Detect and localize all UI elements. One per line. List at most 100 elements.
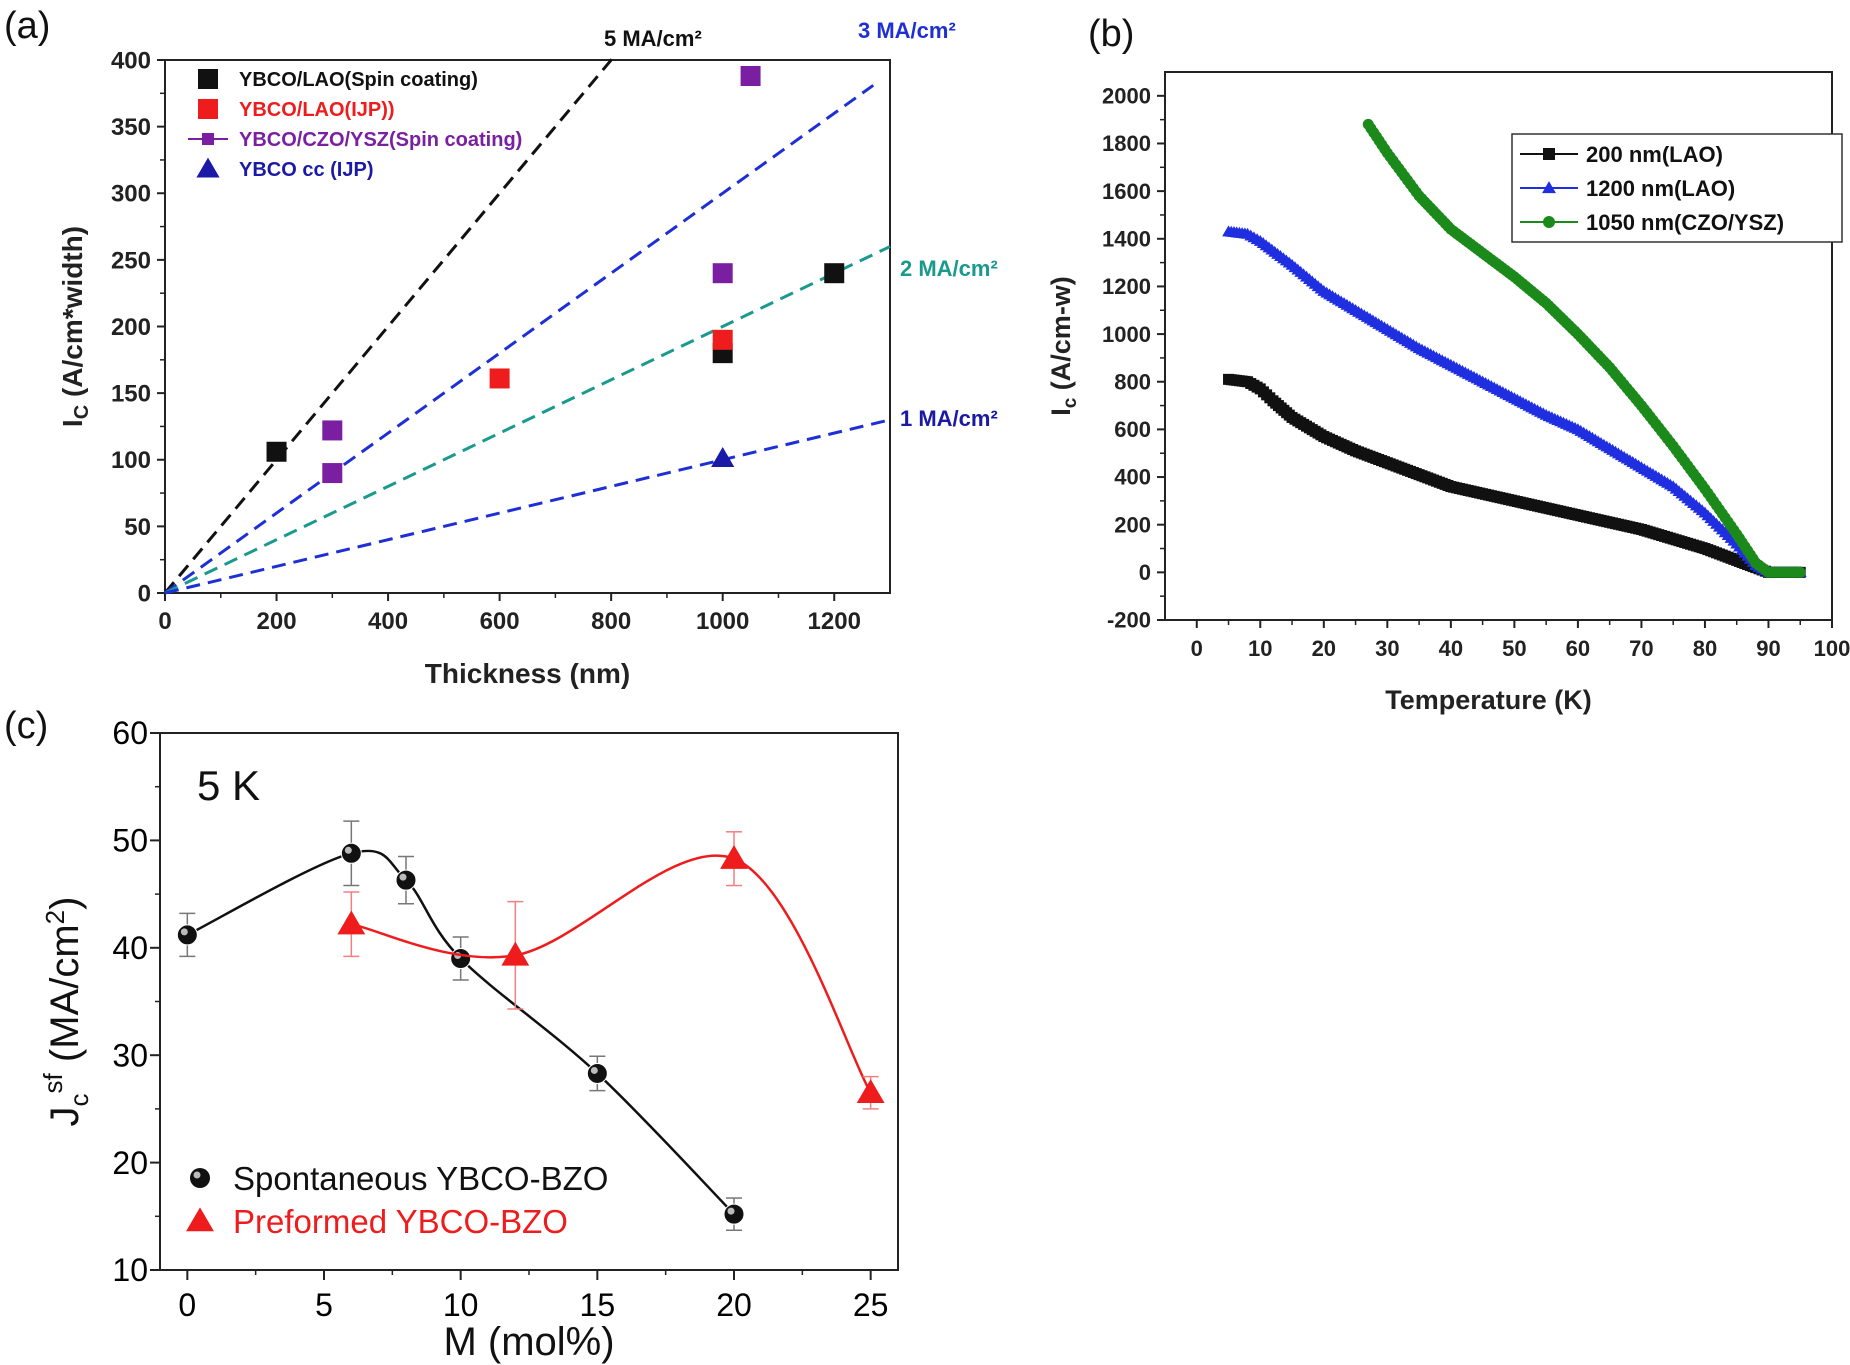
y-tick-label: 350 (111, 114, 151, 141)
y-tick-label: 400 (111, 47, 151, 74)
series-line (351, 854, 872, 1094)
y-tick-label: 0 (1139, 560, 1151, 585)
x-tick-label: 40 (1439, 636, 1463, 661)
y-tick-label: 800 (1114, 369, 1151, 394)
data-point (712, 329, 733, 350)
y-axis-label: Ic (A/cm-w) (1046, 276, 1081, 416)
y-tick-label: 30 (112, 1037, 148, 1073)
legend-marker (202, 133, 214, 145)
y-tick-label: 40 (112, 930, 148, 966)
chart-a: 0 200 400 600 800 1000 1200 0 50 100 150 200 250 300 3… (57, 18, 998, 689)
chart-c: 0 5 10 15 20 25 10 20 30 40 50 60 5 K Spontaneous YBC… (38, 715, 899, 1364)
legend-label: YBCO/LAO(IJP)) (239, 99, 395, 121)
data-point (720, 844, 748, 869)
data-point (711, 447, 735, 467)
x-tick-label: 800 (591, 608, 631, 635)
y-tick-label: 250 (111, 247, 151, 274)
legend-label: YBCO cc (IJP) (239, 159, 373, 181)
legend-marker (1543, 148, 1555, 160)
legend-label: Preformed YBCO-BZO (233, 1203, 568, 1240)
reference-line-label: 2 MA/cm² (900, 256, 998, 281)
legend-label: 200 nm(LAO) (1586, 142, 1723, 167)
legend-marker (198, 99, 218, 119)
x-tick-label: 400 (368, 608, 408, 635)
x-tick-label: 90 (1756, 636, 1780, 661)
reference-line (164, 245, 891, 595)
series-line (1228, 377, 1801, 575)
chart-b: 0 10 20 30 40 50 60 70 80 90 100 -200 0 200 400 600 800 1… (1046, 71, 1850, 715)
legend-label: 1200 nm(LAO) (1586, 176, 1735, 201)
y-tick-label: 10 (112, 1252, 148, 1288)
data-point (340, 842, 362, 864)
x-tick-label: 0 (158, 608, 171, 635)
series-line (186, 849, 735, 1216)
y-tick-label: 2000 (1102, 84, 1151, 109)
data-point (337, 910, 366, 935)
data-point (712, 263, 733, 284)
y-tick-label: 200 (1114, 512, 1151, 537)
data-point (322, 463, 343, 484)
x-tick-label: 15 (580, 1287, 616, 1323)
legend-label: 1050 nm(CZO/YSZ) (1586, 210, 1784, 235)
reference-line-label: 3 MA/cm² (858, 18, 956, 43)
data-point-highlight (399, 873, 407, 881)
x-tick-label: 5 (315, 1287, 333, 1323)
reference-line (163, 52, 618, 594)
y-tick-label: 300 (111, 181, 151, 208)
y-tick-label: 0 (138, 580, 151, 607)
legend-label: YBCO/LAO(Spin coating) (239, 69, 478, 91)
panel-label-c: (c) (4, 705, 48, 747)
x-tick-label: 600 (480, 608, 520, 635)
x-tick-label: 20 (716, 1287, 752, 1323)
y-tick-label: 100 (111, 447, 151, 474)
x-tick-label: 1000 (696, 608, 749, 635)
y-tick-label: 1200 (1102, 274, 1151, 299)
y-tick-label: 600 (1114, 417, 1151, 442)
data-point (586, 1062, 608, 1084)
data-point (266, 441, 287, 462)
reference-line-label: 1 MA/cm² (900, 406, 998, 431)
data-point (824, 263, 845, 284)
legend-marker (196, 157, 220, 178)
data-point-highlight (344, 846, 352, 854)
data-point (501, 941, 530, 966)
x-tick-label: 0 (178, 1287, 196, 1323)
y-axis-label: IC (A/cm*width) (57, 226, 93, 427)
y-tick-label: 50 (112, 823, 148, 859)
y-tick-label: 1000 (1102, 322, 1151, 347)
legend-label: Spontaneous YBCO-BZO (233, 1160, 608, 1197)
x-axis-label: Temperature (K) (1385, 685, 1592, 715)
x-tick-label: 100 (1814, 636, 1850, 661)
data-point (489, 368, 510, 389)
legend-marker (198, 69, 218, 89)
data-point (176, 924, 198, 946)
y-tick-label: 1600 (1102, 179, 1151, 204)
annotation-5k: 5 K (197, 762, 260, 809)
plot-frame (1164, 71, 1833, 621)
reference-line-label: 5 MA/cm² (604, 26, 702, 51)
x-tick-label: 60 (1566, 636, 1590, 661)
legend-label: YBCO/CZO/YSZ(Spin coating) (239, 129, 522, 151)
data-point (322, 420, 343, 441)
x-tick-label: 10 (1248, 636, 1272, 661)
y-tick-label: 20 (112, 1145, 148, 1181)
data-point (723, 1203, 745, 1225)
data-point (450, 948, 472, 970)
x-tick-label: 20 (1312, 636, 1336, 661)
y-tick-label: 400 (1114, 465, 1151, 490)
y-axis-label: Jcsf (MA/cm2) (38, 897, 94, 1127)
y-tick-label: 1800 (1102, 131, 1151, 156)
legend-marker (1542, 181, 1556, 194)
x-tick-label: 30 (1375, 636, 1399, 661)
x-axis-label: Thickness (nm) (425, 658, 630, 689)
y-tick-label: 200 (111, 314, 151, 341)
legend-marker (1543, 216, 1555, 228)
reference-line (164, 84, 875, 595)
panel-label-a: (a) (4, 5, 50, 47)
x-tick-label: 70 (1629, 636, 1653, 661)
legend-marker-highlight (193, 1171, 201, 1179)
x-tick-label: 10 (443, 1287, 479, 1323)
x-tick-label: 25 (853, 1287, 889, 1323)
x-tick-label: 50 (1502, 636, 1526, 661)
